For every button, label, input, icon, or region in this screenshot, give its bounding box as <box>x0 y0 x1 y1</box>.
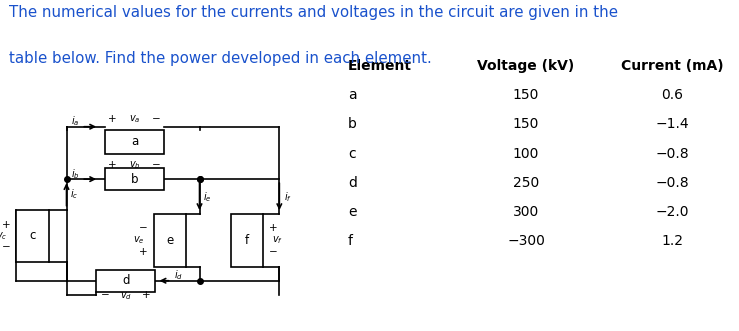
Bar <box>96 270 155 292</box>
Text: −: − <box>101 290 109 300</box>
Text: +: + <box>108 114 117 124</box>
Text: $i_f$: $i_f$ <box>285 190 292 204</box>
Text: $v_d$: $v_d$ <box>120 291 132 302</box>
Text: $i_d$: $i_d$ <box>174 268 183 282</box>
Text: c: c <box>30 229 35 242</box>
Text: The numerical values for the currents and voltages in the circuit are given in t: The numerical values for the currents an… <box>9 5 618 20</box>
Text: Current (mA): Current (mA) <box>621 59 723 73</box>
Text: d: d <box>122 274 129 287</box>
Text: f: f <box>245 234 249 247</box>
Text: +: + <box>142 290 151 300</box>
Text: +: + <box>139 247 148 257</box>
Bar <box>231 214 263 266</box>
Text: e: e <box>166 234 174 247</box>
Text: Voltage (kV): Voltage (kV) <box>477 59 575 73</box>
Text: table below. Find the power developed in each element.: table below. Find the power developed in… <box>9 51 432 66</box>
Text: $i_c$: $i_c$ <box>69 188 78 201</box>
Text: b: b <box>348 118 357 131</box>
Text: 150: 150 <box>513 118 539 131</box>
Text: f: f <box>348 234 353 248</box>
Text: a: a <box>131 135 138 149</box>
Text: 0.6: 0.6 <box>661 88 684 102</box>
Text: +: + <box>1 220 10 230</box>
Text: +: + <box>269 223 278 233</box>
Text: 150: 150 <box>513 88 539 102</box>
Text: $i_b$: $i_b$ <box>71 167 80 181</box>
Bar <box>16 210 49 262</box>
Text: a: a <box>348 88 357 102</box>
Text: c: c <box>348 147 355 161</box>
Bar <box>154 214 186 266</box>
Text: $v_a$: $v_a$ <box>129 113 140 125</box>
Text: $v_c$: $v_c$ <box>0 230 7 242</box>
Text: d: d <box>348 176 357 190</box>
Bar <box>105 130 164 154</box>
Text: −: − <box>152 160 161 170</box>
Text: −: − <box>269 247 278 257</box>
Text: −1.4: −1.4 <box>655 118 689 131</box>
Text: b: b <box>131 173 138 186</box>
Text: $v_b$: $v_b$ <box>129 159 140 171</box>
Text: −300: −300 <box>507 234 545 248</box>
Text: −0.8: −0.8 <box>655 176 689 190</box>
Text: −2.0: −2.0 <box>655 205 689 219</box>
Text: 250: 250 <box>513 176 539 190</box>
Text: −0.8: −0.8 <box>655 147 689 161</box>
Bar <box>105 168 164 190</box>
Text: $i_e$: $i_e$ <box>202 190 211 204</box>
Text: $v_e$: $v_e$ <box>133 234 145 246</box>
Text: $v_f$: $v_f$ <box>273 234 283 246</box>
Text: e: e <box>348 205 357 219</box>
Text: Element: Element <box>348 59 412 73</box>
Text: 300: 300 <box>513 205 539 219</box>
Text: −: − <box>139 223 148 233</box>
Text: −: − <box>1 242 10 252</box>
Text: 100: 100 <box>513 147 539 161</box>
Text: +: + <box>108 160 117 170</box>
Text: $i_a$: $i_a$ <box>71 114 80 128</box>
Text: 1.2: 1.2 <box>661 234 684 248</box>
Text: −: − <box>152 114 161 124</box>
